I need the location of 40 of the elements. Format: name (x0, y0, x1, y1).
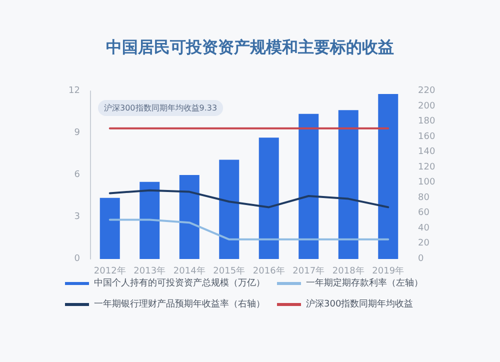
y-tick-label: 0 (74, 254, 80, 264)
y2-tick-label: 120 (418, 162, 436, 172)
y2-tick-label: 40 (418, 223, 430, 234)
x-tick-label: 2012年 (94, 266, 126, 276)
annotation: 沪深300指数同期年均收益9.33 (104, 104, 218, 112)
bar (338, 110, 358, 259)
legend-label: 一年期银行理财产品预期年收益率（右轴） (94, 298, 265, 310)
y2-tick-label: 0 (418, 254, 424, 264)
bar (219, 160, 240, 259)
y-tick-label: 12 (68, 86, 80, 96)
x-tick-label: 2019年 (372, 266, 404, 276)
y2-tick-label: 60 (418, 208, 430, 218)
bar (100, 198, 120, 259)
y-tick-label: 6 (74, 170, 80, 180)
bar (258, 138, 279, 259)
y-tick-label: 9 (74, 128, 80, 138)
legend-label: 一年期定期存款利率（左轴） (306, 278, 423, 288)
legend-label: 沪深300指数同期年均收益 (306, 298, 414, 310)
x-tick-label: 2015年 (213, 266, 246, 276)
bar (140, 182, 160, 259)
x-tick-label: 2014年 (173, 266, 206, 276)
x-tick-label: 2016年 (252, 266, 285, 276)
x-tick-label: 2018年 (332, 266, 364, 276)
bar (378, 94, 398, 259)
bar (298, 114, 319, 259)
chart-title: 中国居民可投资资产规模和主要标的收益 (106, 38, 394, 56)
y2-tick-label: 20 (418, 238, 430, 249)
y2-tick-label: 200 (418, 101, 436, 112)
y-tick-label: 3 (74, 212, 80, 222)
legend-label: 中国个人持有的可投资资产总规模（万亿） (94, 278, 265, 288)
bar (179, 175, 200, 259)
y2-tick-label: 180 (418, 116, 436, 127)
y2-tick-label: 220 (418, 86, 436, 96)
y2-tick-label: 160 (418, 132, 436, 142)
line-series (108, 189, 390, 208)
y2-tick-label: 80 (418, 192, 430, 203)
y2-tick-label: 100 (418, 178, 436, 188)
x-tick-label: 2013年 (134, 266, 166, 276)
y2-tick-label: 140 (418, 147, 436, 158)
x-tick-label: 2017年 (292, 266, 325, 276)
